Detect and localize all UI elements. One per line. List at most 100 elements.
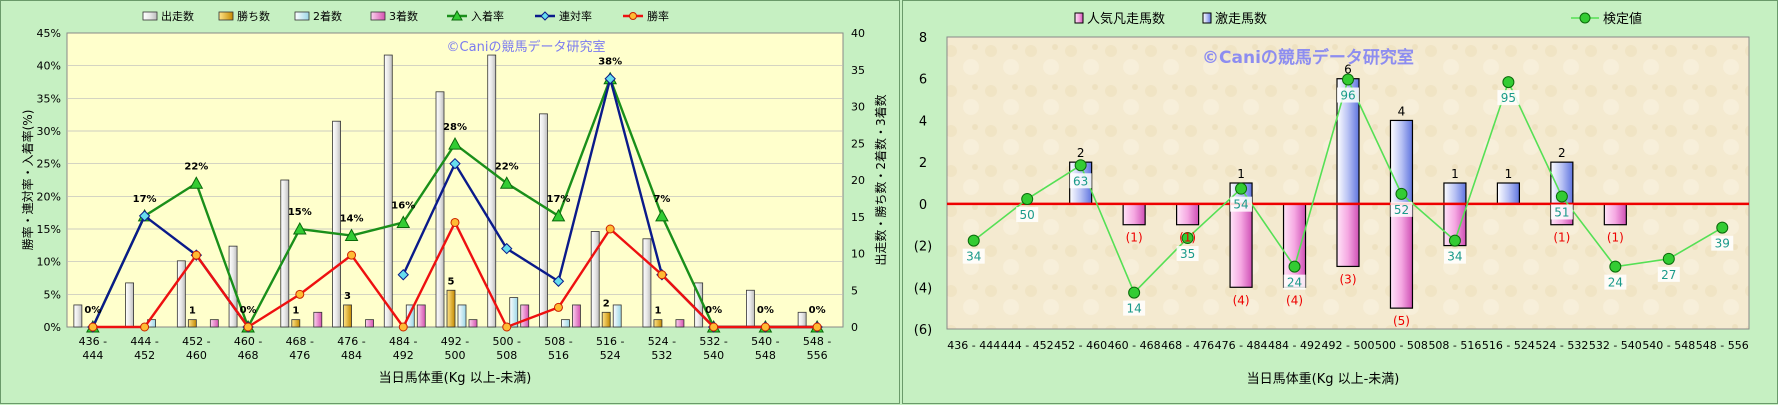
x-tick-label-top: 460 - [234, 335, 262, 348]
x-tick-label-top: 452 - [182, 335, 210, 348]
bar-勝ち数 [343, 304, 352, 328]
marker-入着率 [344, 228, 359, 242]
x-tick-label: 516 - 524 [1482, 339, 1535, 352]
bar-出走数 [487, 54, 497, 328]
point-label: 7% [653, 194, 670, 205]
x-tick-label-top: 492 - [441, 335, 469, 348]
test-value-label-bg [1657, 266, 1680, 282]
legend-label: 勝率 [647, 9, 669, 23]
marker-検定値 [1395, 187, 1408, 200]
x-tick-label: 444 - 452 [1001, 339, 1054, 352]
x-tick-label-bottom: 508 [496, 349, 517, 362]
y2-tick-label: 20 [851, 174, 865, 187]
marker-入着率 [499, 176, 514, 189]
y-axis-right: (6) (4) (2) 0 2 4 6 8 [914, 31, 932, 338]
y-tick-label: 40% [37, 60, 61, 73]
lines-right [967, 73, 1729, 299]
legend-left: 出走数 勝ち数 2着数 3着数 入着率 連対率 勝率 [142, 9, 669, 23]
bar-勝ち数 [446, 289, 456, 328]
marker-勝率 [88, 322, 98, 332]
y-tick-label: (6) [914, 323, 932, 338]
y2-tick-label: 25 [851, 137, 865, 150]
positive-bar-label: 1 [1237, 167, 1245, 181]
marker-入着率 [292, 221, 307, 235]
marker-勝率 [760, 322, 770, 332]
bar-出走数 [332, 120, 341, 328]
test-value-label: 52 [1394, 203, 1409, 217]
test-value-label: 27 [1661, 268, 1676, 282]
marker-連対率 [501, 242, 513, 255]
marker-勝率 [553, 302, 563, 312]
bar-2着数 [612, 304, 622, 328]
legend-right: 人気凡走馬数 激走馬数 検定値 [1074, 11, 1642, 27]
x-tick-label: 436 - 444 [947, 339, 1000, 352]
marker-検定値 [1021, 193, 1034, 206]
bar-出走数 [73, 304, 83, 328]
test-value-label: 34 [966, 250, 981, 264]
legend-label: 勝ち数 [237, 9, 270, 23]
y-tick-label: 25% [37, 158, 61, 171]
legend-swatch [1202, 12, 1212, 24]
test-value-label-bg [962, 248, 985, 264]
negative-bar-label: (1) [1179, 231, 1196, 245]
bar-2着数 [561, 319, 570, 328]
marker-検定値 [1662, 252, 1675, 265]
watermark-right: ©Caniの競馬データ研究室 [1202, 47, 1414, 68]
point-label: 22% [495, 161, 519, 172]
x-tick-label-bottom: 468 [238, 349, 259, 362]
negative-bar-label: (1) [1126, 231, 1143, 245]
bar-人気凡走馬数 [1176, 203, 1200, 226]
bar-3着数 [365, 319, 374, 328]
marker-入着率 [655, 208, 669, 222]
bar-出走数 [280, 179, 290, 328]
marker-入着率 [551, 208, 566, 222]
test-value-label: 96 [1340, 89, 1355, 103]
negative-bar-label: (4) [1233, 293, 1250, 307]
marker-検定値 [1074, 159, 1087, 172]
x-tick-label: 476 - 484 [1215, 339, 1268, 352]
x-tick-label-top: 500 - [492, 335, 520, 348]
legend-swatch [370, 11, 386, 21]
bar-3着数 [416, 304, 426, 328]
positive-bar-label: 6 [1344, 63, 1352, 77]
x-tick-label-bottom: 532 [651, 349, 672, 362]
test-value-label: 95 [1501, 91, 1516, 105]
marker-検定値 [1181, 232, 1194, 245]
x-axis-title-right: 当日馬体重(Kg 以上-未満) [1247, 371, 1400, 387]
x-tick-label-bottom: 540 [703, 349, 724, 362]
y-tick-label: (2) [914, 240, 932, 255]
bar-3着数 [313, 311, 323, 328]
x-tick-label-top: 548 - [803, 335, 831, 348]
legend-swatch [218, 11, 234, 21]
x-tick-label-bottom: 524 [600, 349, 621, 362]
test-value-label: 34 [1447, 250, 1462, 264]
bars-left [73, 54, 807, 328]
upset-test-chart: 人気凡走馬数 激走馬数 検定値 ©Caniの競馬データ研究室 34506314355… [914, 11, 1750, 387]
test-value-label: 35 [1180, 247, 1195, 261]
marker-勝率 [295, 289, 305, 299]
marker-勝率 [502, 322, 512, 332]
y-axis-left: 0% 5% 10% 15% 20% 25% 30% 35% 40% 45% [37, 27, 61, 334]
x-tick-label-top: 468 - [286, 335, 314, 348]
marker-検定値 [1555, 190, 1568, 203]
test-value-label-bg [1069, 173, 1092, 189]
bar-人気凡走馬数 [1389, 203, 1414, 309]
chart-panel-left: 出走数 勝ち数 2着数 3着数 入着率 連対率 勝率 ©Caniの競馬データ研究室 0% 17… [0, 0, 900, 404]
marker-検定値 [1448, 234, 1461, 247]
bar-出走数 [746, 289, 755, 328]
x-tick-label-bottom: 492 [393, 349, 414, 362]
bar-value-label: 2 [603, 298, 610, 309]
x-tick-label-top: 508 - [544, 335, 572, 348]
bar-人気凡走馬数 [1229, 203, 1253, 288]
x-tick-label-top: 436 - [79, 335, 107, 348]
bar-value-label: 1 [654, 306, 661, 317]
bar-人気凡走馬数 [1603, 203, 1627, 226]
x-tick-label-bottom: 548 [755, 349, 776, 362]
bar-3着数 [675, 319, 685, 328]
bar-出走数 [590, 231, 600, 328]
y2-tick-label: 30 [851, 101, 865, 114]
positive-bar-label: 2 [1558, 146, 1566, 160]
marker-入着率 [189, 176, 204, 189]
point-label: 14% [340, 214, 364, 225]
marker-連対率 [449, 157, 461, 170]
